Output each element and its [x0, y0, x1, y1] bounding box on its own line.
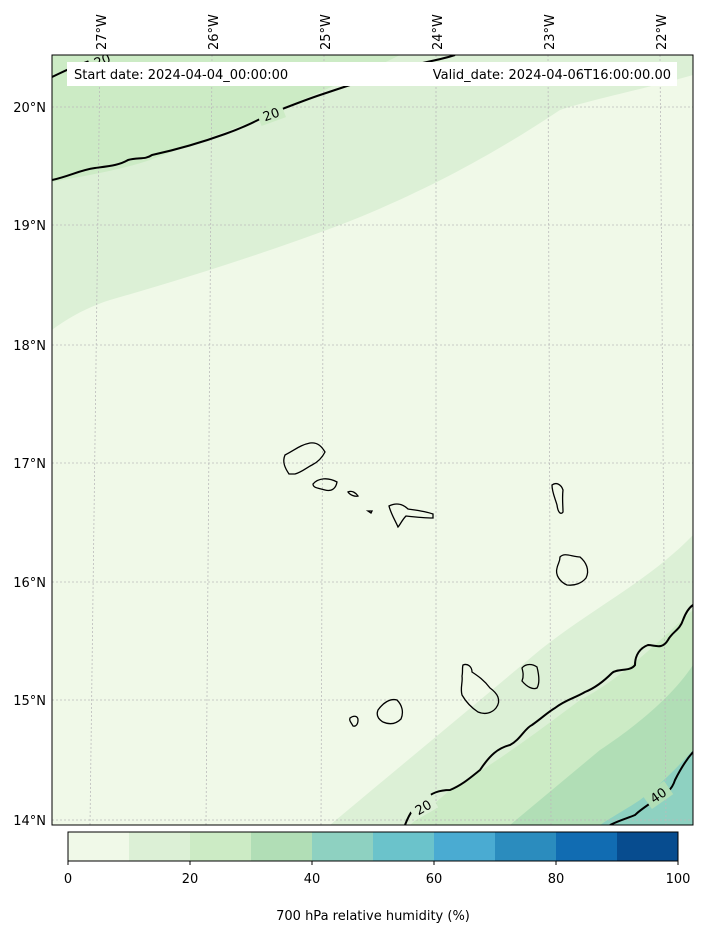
colorbar-segment-70-80 — [495, 832, 556, 861]
island-ilheu — [365, 510, 374, 514]
lat-label-15n: 15°N — [13, 694, 46, 709]
island-sal — [551, 483, 564, 514]
contour-line-20-southeast — [404, 604, 693, 825]
contour-label-20-north: 20 — [261, 106, 282, 126]
colorbar-segment-10-20 — [129, 832, 190, 861]
lat-label-17n: 17°N — [13, 457, 46, 472]
island-fogo — [376, 698, 404, 725]
colorbar-label: 700 hPa relative humidity (%) — [276, 909, 470, 924]
rh-band-40-50-southeast — [600, 750, 693, 825]
gridline-lon-27 — [89, 55, 101, 825]
longitude-labels: 27°W 26°W 25°W 24°W 23°W 22°W — [95, 14, 670, 50]
map-frame — [51, 54, 694, 826]
rh-band-30-40-southeast — [510, 665, 693, 825]
gridline-lon-25 — [320, 55, 325, 825]
island-maio — [521, 663, 540, 690]
rh-band-20-30-northwest — [52, 55, 400, 182]
colorbar-segment-30-40 — [251, 832, 312, 861]
gridline-lon-23 — [547, 55, 552, 825]
header-info-bar — [67, 62, 677, 86]
colorbar-segment-80-90 — [556, 832, 617, 861]
island-boa-vista — [555, 554, 589, 586]
lat-label-18n: 18°N — [13, 339, 46, 354]
colorbar-segments — [68, 832, 678, 861]
colorbar-segment-90-100 — [617, 832, 678, 861]
colorbar-tick-label-0: 0 — [64, 872, 72, 887]
colorbar-frame — [67, 831, 679, 862]
island-sao-nicolau — [388, 503, 434, 529]
latitude-labels: 20°N 19°N 18°N 17°N 16°N 15°N 14°N — [13, 101, 46, 829]
valid-date-text: Valid_date: 2024-04-06T16:00:00.00 — [433, 68, 671, 83]
colorbar-tick-label-60: 60 — [426, 872, 443, 887]
colorbar-segment-50-60 — [373, 832, 434, 861]
colorbar-segment-20-30 — [190, 832, 251, 861]
island-santa-luzia — [347, 490, 360, 497]
lat-label-20n: 20°N — [13, 101, 46, 116]
lat-label-16n: 16°N — [13, 576, 46, 591]
colorbar-segment-0-10 — [68, 832, 129, 861]
coastlines — [283, 442, 589, 727]
colorbar-ticks: 0 20 40 60 80 100 — [64, 861, 691, 887]
island-sao-vicente — [312, 478, 338, 492]
lon-label-23w: 23°W — [543, 14, 558, 50]
gridline-lon-26 — [205, 55, 213, 825]
island-brava — [349, 715, 359, 727]
lon-label-22w: 22°W — [655, 14, 670, 50]
lon-label-27w: 27°W — [95, 14, 110, 50]
gridline-lon-22 — [659, 55, 667, 825]
lat-label-14n: 14°N — [13, 814, 46, 829]
lon-label-26w: 26°W — [207, 14, 222, 50]
colorbar-tick-label-80: 80 — [548, 872, 565, 887]
map-panel: 20 20 20 40 Start date: 2024-04-04_00:00… — [52, 55, 693, 825]
lon-label-24w: 24°W — [431, 14, 446, 50]
colorbar-segment-60-70 — [434, 832, 495, 861]
colorbar: 0 20 40 60 80 100 700 hPa relative humidity (… — [64, 831, 691, 924]
colorbar-tick-label-100: 100 — [666, 872, 691, 887]
colorbar-tick-label-20: 20 — [182, 872, 199, 887]
island-santiago — [460, 663, 500, 715]
colorbar-segment-40-50 — [312, 832, 373, 861]
island-santo-antao — [283, 442, 326, 475]
lat-label-19n: 19°N — [13, 219, 46, 234]
contour-label-20-southeast: 20 — [413, 798, 435, 819]
lon-label-25w: 25°W — [319, 14, 334, 50]
colorbar-tick-label-40: 40 — [304, 872, 321, 887]
start-date-text: Start date: 2024-04-04_00:00:00 — [74, 68, 288, 83]
graticule — [52, 55, 693, 825]
